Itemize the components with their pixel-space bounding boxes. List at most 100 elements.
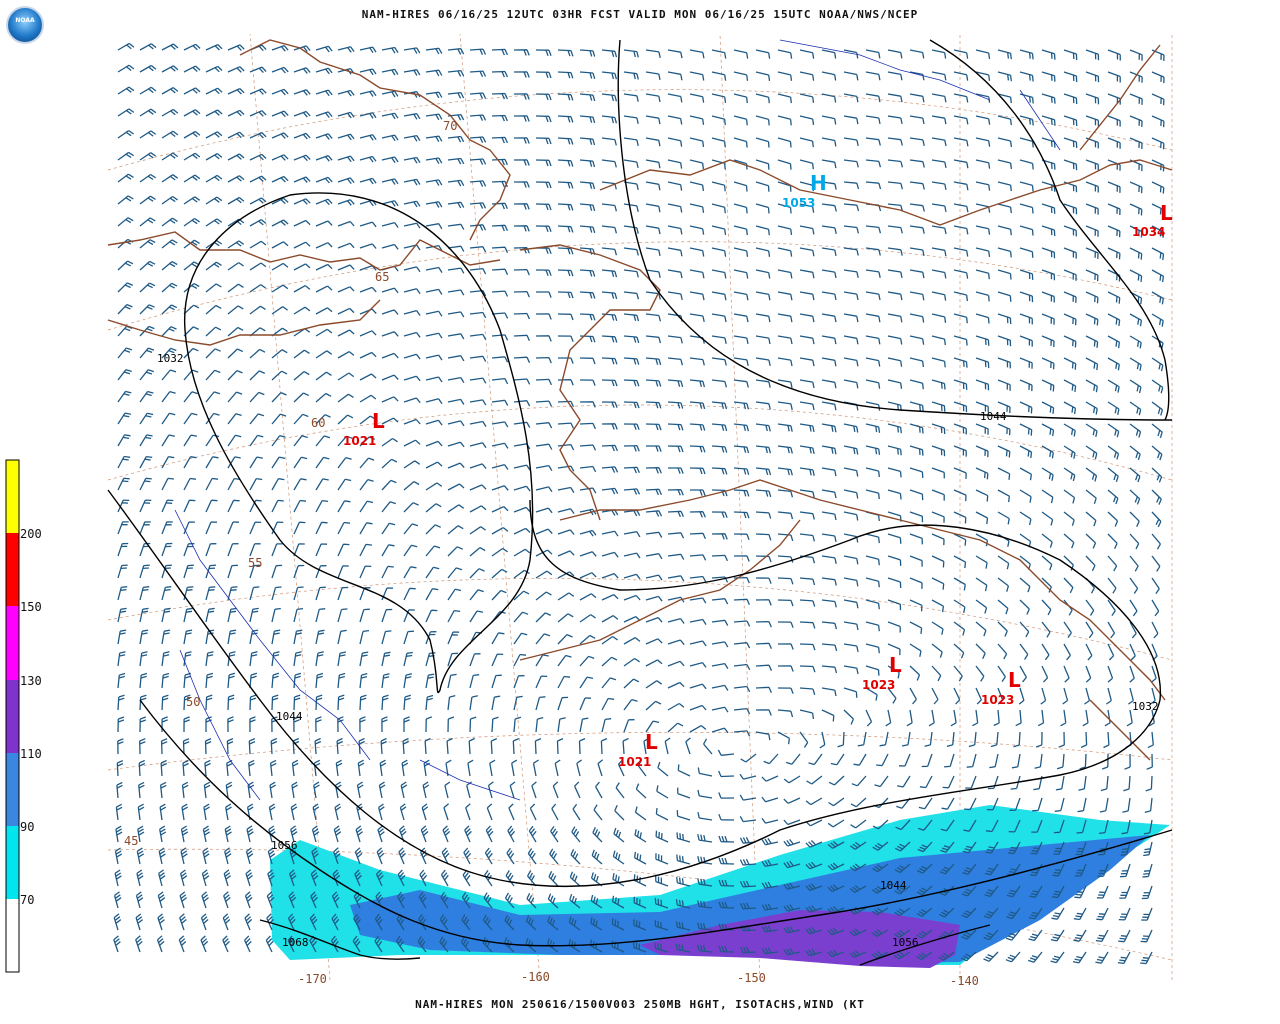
- wind-barb: [667, 49, 683, 59]
- wind-barb: [909, 599, 923, 612]
- wind-barb: [486, 803, 493, 821]
- wind-barb: [1072, 951, 1087, 964]
- wind-barb: [1063, 181, 1078, 193]
- wind-barb: [676, 832, 691, 843]
- wind-barb: [865, 313, 881, 323]
- wind-barb: [733, 159, 748, 170]
- wind-barb: [827, 884, 845, 892]
- wind-barb: [1151, 357, 1164, 372]
- wind-barb: [843, 225, 860, 234]
- wind-barb: [1006, 907, 1021, 920]
- wind-barb: [403, 266, 421, 273]
- legend-border: [5, 459, 20, 973]
- wind-barb: [783, 775, 801, 784]
- wind-barb: [139, 239, 156, 249]
- wind-barb: [397, 891, 405, 909]
- wind-barb: [623, 678, 640, 689]
- wind-barb: [508, 803, 515, 821]
- wind-barb: [183, 564, 194, 579]
- wind-barb: [843, 665, 859, 675]
- wind-barb: [1019, 93, 1034, 104]
- wind-barb: [983, 907, 999, 919]
- wind-barb: [755, 467, 772, 476]
- wind-barb: [183, 521, 195, 535]
- wind-barb: [161, 130, 179, 139]
- wind-barb: [623, 401, 640, 409]
- wind-barb: [676, 810, 691, 821]
- wind-barb: [439, 936, 449, 953]
- wind-barb: [989, 753, 999, 769]
- wind-barb: [733, 137, 748, 148]
- wind-barb: [205, 477, 219, 491]
- wind-barb: [953, 445, 967, 457]
- wind-barb: [1151, 203, 1165, 216]
- wind-barb: [667, 203, 683, 213]
- wind-barb: [1098, 819, 1109, 835]
- wind-barb: [887, 445, 902, 456]
- wind-barb: [205, 412, 220, 425]
- wind-barb: [491, 114, 508, 122]
- wind-barb: [359, 221, 377, 228]
- wind-barb: [425, 398, 443, 405]
- wind-barb: [271, 499, 284, 513]
- wind-barb: [711, 727, 729, 734]
- wind-barb: [1011, 753, 1021, 769]
- wind-barb: [205, 499, 218, 513]
- wind-barb: [464, 825, 472, 843]
- wind-barb: [623, 93, 639, 102]
- wind-barb: [733, 291, 749, 301]
- contour-label: 1044: [276, 710, 303, 723]
- wind-barb: [513, 334, 530, 342]
- wind-barb: [579, 137, 596, 146]
- wind-barb: [821, 115, 837, 125]
- wind-barb: [887, 291, 903, 301]
- wind-barb: [485, 825, 494, 843]
- wind-barb: [359, 694, 367, 711]
- wind-barb: [931, 357, 946, 368]
- wind-barb: [381, 630, 392, 645]
- wind-barb: [1063, 203, 1078, 215]
- wind-barb: [761, 925, 779, 933]
- wind-barb: [983, 951, 999, 962]
- wind-barb: [997, 489, 1011, 503]
- wind-barb: [711, 203, 726, 214]
- wind-barb: [359, 46, 377, 54]
- wind-barb: [139, 64, 157, 73]
- wind-barb: [1056, 753, 1065, 770]
- wind-barb: [689, 575, 707, 583]
- wind-barb: [227, 672, 236, 689]
- wind-barb: [1041, 665, 1049, 683]
- wind-barb: [1151, 137, 1165, 150]
- wind-barb: [315, 328, 333, 337]
- wind-barb: [843, 181, 860, 190]
- wind-barb: [975, 269, 990, 280]
- wind-barb: [806, 775, 823, 785]
- wind-barb: [799, 269, 815, 279]
- wind-barb: [337, 672, 346, 689]
- wind-barb: [337, 608, 348, 623]
- wind-barb: [601, 291, 618, 300]
- wind-barb: [677, 787, 691, 799]
- wind-barb: [805, 926, 823, 935]
- wind-barb: [697, 811, 713, 821]
- wind-barb: [1041, 511, 1054, 526]
- wind-barb: [667, 553, 685, 560]
- wind-barb: [821, 599, 837, 608]
- wind-barb: [895, 819, 911, 831]
- wind-barb: [359, 90, 377, 97]
- wind-barb: [837, 731, 845, 748]
- wind-barb: [1129, 467, 1141, 483]
- wind-barb: [718, 945, 735, 953]
- wind-barb: [574, 781, 581, 799]
- wind-barb: [984, 863, 999, 876]
- wind-barb: [1054, 797, 1065, 812]
- wind-barb: [398, 825, 407, 843]
- wind-barb: [623, 379, 640, 387]
- wind-barb: [293, 435, 308, 447]
- wind-barb: [953, 379, 968, 390]
- wind-barb: [469, 158, 487, 165]
- wind-barb: [1129, 137, 1143, 150]
- wind-barb: [557, 675, 571, 689]
- wind-barb: [777, 225, 793, 235]
- wind-barb: [777, 621, 794, 628]
